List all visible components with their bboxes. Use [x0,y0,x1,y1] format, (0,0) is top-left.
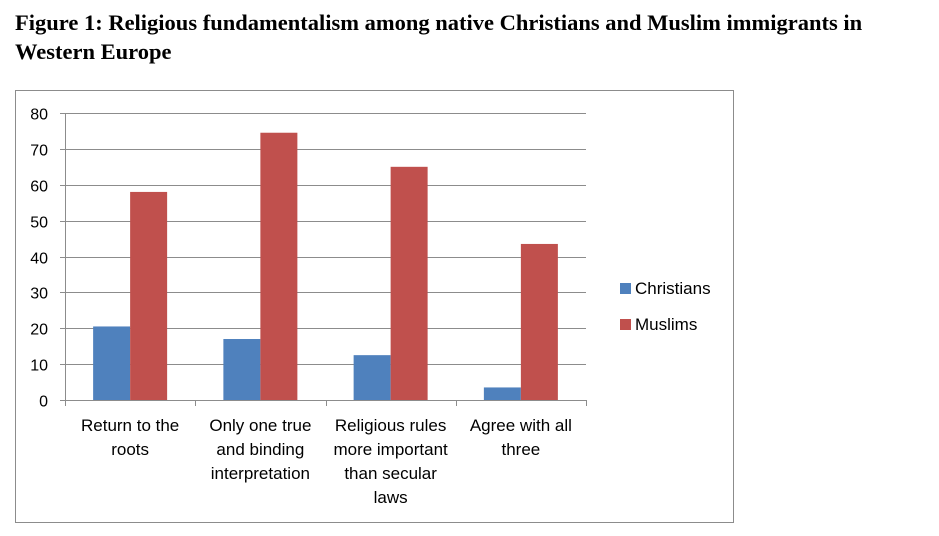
y-tick-label: 30 [30,286,48,303]
bar-muslims-1 [130,191,168,400]
y-tick-label: 60 [30,179,48,196]
axes [65,113,587,406]
y-tick-label: 40 [30,251,48,268]
y-axis-ticks: 0 10 20 30 40 50 60 70 80 [30,107,65,411]
x-category-label: Agree with all [470,416,572,435]
y-tick-label: 50 [30,215,48,232]
y-tick-label: 80 [30,107,48,124]
bar-christians-4 [483,387,521,400]
bar-christians-3 [353,355,391,400]
legend-swatch-muslims [620,319,631,330]
legend-swatch-christians [620,283,631,294]
x-category-label: roots [111,440,149,459]
x-category-label: Religious rules [335,416,447,435]
legend-label-muslims: Muslims [635,315,697,334]
y-tick-label: 70 [30,143,48,160]
y-tick-label: 20 [30,322,48,339]
x-axis-labels: Return to the roots Only one true and bindi… [81,416,572,507]
y-tick-label: 10 [30,358,48,375]
bar-muslims-2 [260,132,298,400]
x-category-label: Return to the [81,416,179,435]
bar-muslims-4 [520,243,558,400]
bar-muslims-3 [390,166,428,400]
y-tick-label: 0 [39,394,48,411]
legend: Christians Muslims [620,279,711,334]
x-category-label: than secular [344,464,437,483]
x-category-label: Only one true [209,416,311,435]
x-category-label: laws [374,488,408,507]
bar-christians-1 [93,326,131,400]
bars [93,132,558,400]
bar-christians-2 [223,339,261,400]
legend-label-christians: Christians [635,279,711,298]
x-category-label: interpretation [211,464,310,483]
x-category-label: three [502,440,541,459]
x-category-label: and binding [216,440,304,459]
figure-title: Figure 1: Religious fundamentalism among… [15,10,863,64]
x-category-label: more important [333,440,448,459]
